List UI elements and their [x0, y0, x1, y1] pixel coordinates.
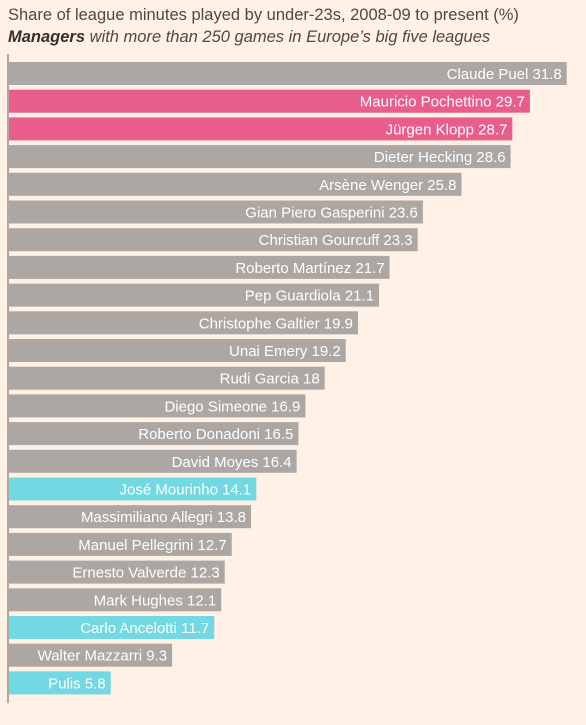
bar — [9, 62, 567, 85]
bar-label: David Moyes 16.4 — [172, 454, 292, 471]
bar-label: Roberto Martínez 21.7 — [235, 260, 384, 277]
bar — [9, 89, 530, 113]
bar — [9, 422, 299, 446]
bar — [9, 255, 390, 279]
chart-subtitle-rest: with more than 250 games in Europe’s big… — [85, 28, 491, 46]
bar-label: Jürgen Klopp 28.7 — [386, 121, 508, 138]
bar-label: Mauricio Pochettino 29.7 — [360, 94, 525, 111]
bar-label: José Mourinho 14.1 — [120, 482, 252, 499]
bar-label: Massimiliano Allegri 13.8 — [81, 509, 246, 526]
bar-label: Walter Mazzarri 9.3 — [38, 648, 167, 665]
bar-label: Dieter Hecking 28.6 — [374, 149, 506, 166]
bar-label: Unai Emery 19.2 — [229, 343, 341, 360]
bar — [9, 616, 215, 639]
bar — [9, 477, 257, 501]
bar — [9, 366, 325, 390]
bar — [9, 311, 359, 335]
bar-label: Arsène Wenger 25.8 — [319, 177, 456, 194]
bar-label: Ernesto Valverde 12.3 — [72, 565, 219, 582]
chart-header: Share of league minutes played by under-… — [8, 4, 584, 48]
bar — [9, 339, 346, 362]
bar — [9, 394, 306, 418]
bar — [9, 145, 511, 169]
bar-label: Manuel Pellegrini 12.7 — [78, 537, 226, 554]
bar — [9, 671, 111, 695]
bar-label: Claude Puel 31.8 — [447, 66, 562, 83]
bar — [9, 200, 423, 224]
chart-title: Share of league minutes played by under-… — [8, 6, 519, 24]
chart-subtitle-bold: Managers — [8, 28, 86, 46]
bar-label: Pulis 5.8 — [48, 675, 106, 692]
bar — [9, 532, 232, 556]
bar — [9, 449, 297, 473]
bar — [9, 643, 173, 667]
bar-label: Mark Hughes 12.1 — [94, 592, 217, 609]
bar — [9, 283, 380, 307]
bar-label: Roberto Donadoni 16.5 — [138, 426, 293, 443]
bar — [9, 117, 513, 141]
bar-label: Carlo Ancelotti 11.7 — [80, 620, 209, 637]
bar-label: Christophe Galtier 19.9 — [199, 315, 353, 332]
bar — [9, 172, 462, 196]
bar — [9, 588, 222, 612]
bar-label: Diego Simeone 16.9 — [164, 398, 300, 415]
bar-label: Rudi Garcia 18 — [220, 371, 320, 388]
chart-subtitle: Managers with more than 250 games in Eur… — [8, 26, 584, 48]
bar-label: Christian Gourcuff 23.3 — [259, 232, 413, 249]
bar — [9, 505, 252, 529]
bar-label: Gian Piero Gasperini 23.6 — [245, 205, 418, 222]
bar — [9, 228, 418, 252]
bar — [9, 560, 225, 584]
bar-label: Pep Guardiola 21.1 — [245, 288, 374, 305]
